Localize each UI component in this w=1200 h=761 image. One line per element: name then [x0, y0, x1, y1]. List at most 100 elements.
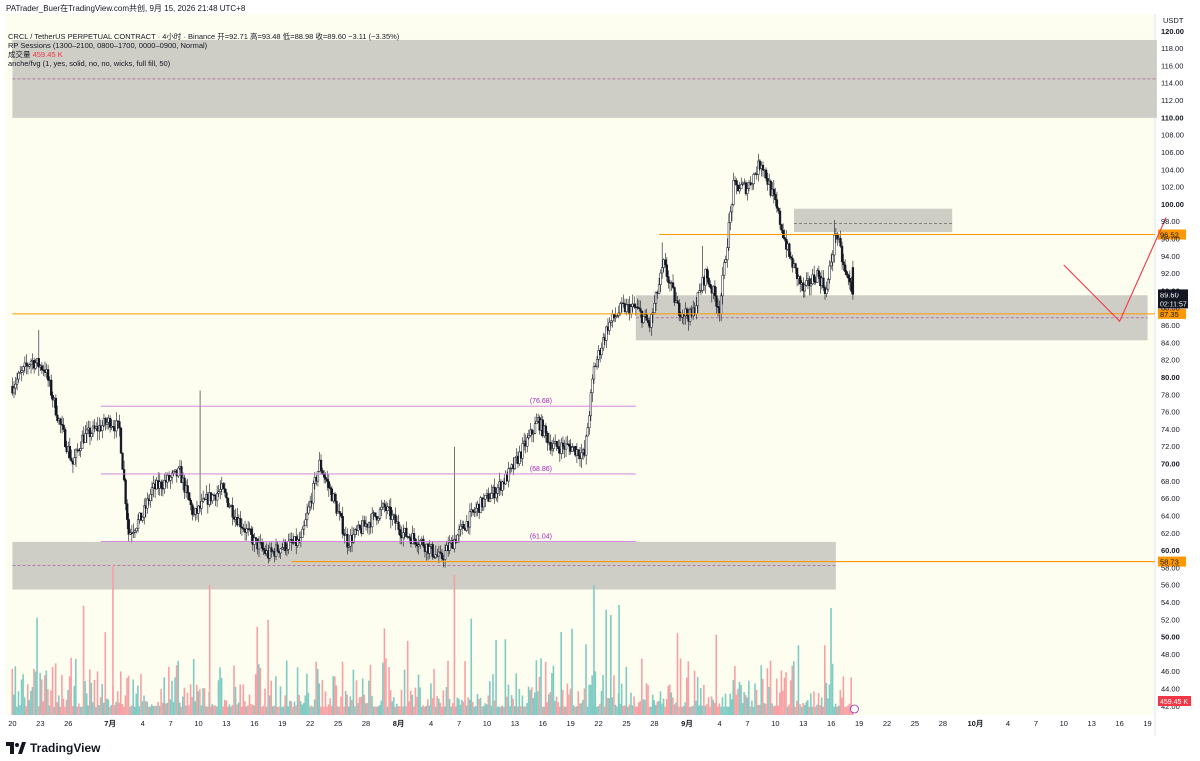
candle-body [333, 493, 337, 502]
volume-bar [313, 699, 316, 715]
volume-bar [310, 705, 313, 715]
volume-bar [371, 695, 373, 715]
volume-bar [552, 665, 555, 715]
candle-body [290, 539, 293, 543]
volume-bar [205, 706, 207, 715]
fvg-indicator-line[interactable]: anche/fvg (1, yes, solid, no, no, wicks,… [8, 59, 171, 68]
candle-body [752, 173, 755, 185]
volume-bar [79, 706, 82, 715]
volume-bar [682, 705, 685, 715]
volume-spike [453, 575, 456, 715]
candle-body [51, 395, 54, 401]
volume-bar [99, 697, 102, 715]
volume-bar [23, 697, 26, 715]
symbol-line[interactable]: CRCL / TetherUS PERPETUAL CONTRACT · 4小时… [8, 32, 400, 41]
volume-bar [737, 688, 739, 715]
volume-bar [786, 706, 789, 715]
volume-bar [715, 634, 718, 715]
volume-bar [628, 704, 631, 715]
volume-bar [582, 699, 584, 715]
candle-body [509, 467, 512, 470]
time-tick-label: 19 [278, 719, 286, 728]
candle-body [118, 421, 121, 429]
volume-bar [780, 670, 783, 715]
volume-bar [228, 704, 231, 715]
volume-bar [729, 693, 732, 715]
volume-bar [189, 684, 192, 715]
price-tick-label: 74.00 [1161, 425, 1180, 434]
price-tick-label: 78.00 [1161, 390, 1180, 399]
volume-bar [420, 706, 423, 715]
volume-bar [760, 665, 763, 715]
volume-bar [141, 701, 144, 715]
candle-body [647, 320, 650, 324]
candle-body [777, 207, 780, 212]
chart-area[interactable]: (76.68) (68.86) (61.04) 96.52 87.35 58.73 89.6… [0, 14, 1200, 736]
candle-body [831, 254, 834, 263]
volume-bar [811, 706, 814, 715]
candle-body [484, 495, 487, 500]
volume-bar [454, 706, 457, 715]
candle-body [307, 506, 310, 514]
candle-body [730, 204, 734, 213]
price-axis-panel[interactable] [1155, 14, 1200, 736]
candle-body [431, 544, 434, 557]
volume-bar [602, 674, 604, 715]
price-tick-label: 108.00 [1161, 131, 1184, 140]
price-tick-label: 90.00 [1161, 286, 1180, 295]
candle-body [242, 527, 245, 530]
volume-bar [358, 697, 361, 715]
volume-bar [654, 704, 657, 715]
projection-path[interactable] [1063, 217, 1167, 323]
candle-body [140, 512, 143, 521]
replay-icon[interactable] [850, 704, 859, 714]
volume-bar [296, 667, 299, 715]
volume-bar [779, 692, 781, 715]
chart-header-bar: PATrader_Buer在TradingView.com共创, 9月 15, … [0, 0, 1200, 14]
volume-bar [213, 705, 215, 715]
volume-bar [772, 706, 775, 715]
volume-bar [65, 699, 68, 715]
price-tick-label: 82.00 [1161, 356, 1180, 365]
volume-bar [524, 706, 527, 715]
volume-bar [299, 701, 302, 715]
candle-body [501, 481, 504, 491]
candle-body [257, 541, 261, 550]
volume-bar [703, 684, 705, 715]
candle-body [589, 392, 593, 417]
price-tick-label: 84.00 [1161, 338, 1180, 347]
fvg-zone-2[interactable] [793, 208, 953, 233]
volume-bar [644, 699, 646, 715]
sessions-indicator-line[interactable]: RP Sessions (1300–2100, 0800–1700, 0000–… [8, 41, 208, 50]
volume-bar [26, 684, 29, 715]
candle-body [353, 529, 357, 535]
volume-bar [151, 704, 153, 715]
volume-bar [399, 706, 401, 715]
price-chart[interactable]: (76.68) (68.86) (61.04) 96.52 87.35 58.73 89.6… [0, 14, 1200, 736]
volume-bar [743, 692, 745, 715]
volume-bar [806, 700, 809, 715]
time-axis-panel[interactable] [0, 715, 1155, 736]
volume-bar [630, 692, 632, 715]
volume-bar [709, 706, 711, 715]
volume-bar [282, 706, 285, 715]
candle-body [642, 316, 645, 323]
volume-bar [36, 617, 38, 715]
volume-bar [417, 674, 420, 715]
candle-body [513, 457, 517, 470]
volume-bar [456, 697, 459, 715]
candle-body [726, 247, 729, 260]
volume-indicator-line[interactable]: 成交量 459.45 K [8, 50, 399, 59]
volume-bar [281, 706, 283, 715]
volume-bar [761, 678, 764, 715]
volume-bar [98, 704, 100, 715]
candle-body [285, 549, 289, 552]
candle-body [398, 529, 402, 536]
tradingview-logo[interactable]: TradingView [6, 740, 100, 756]
candle-body [146, 498, 149, 509]
candle-body [200, 501, 203, 509]
candle-body [143, 505, 146, 518]
volume-bar [679, 658, 682, 715]
volume-bar [699, 688, 702, 715]
volume-bar [265, 706, 268, 715]
